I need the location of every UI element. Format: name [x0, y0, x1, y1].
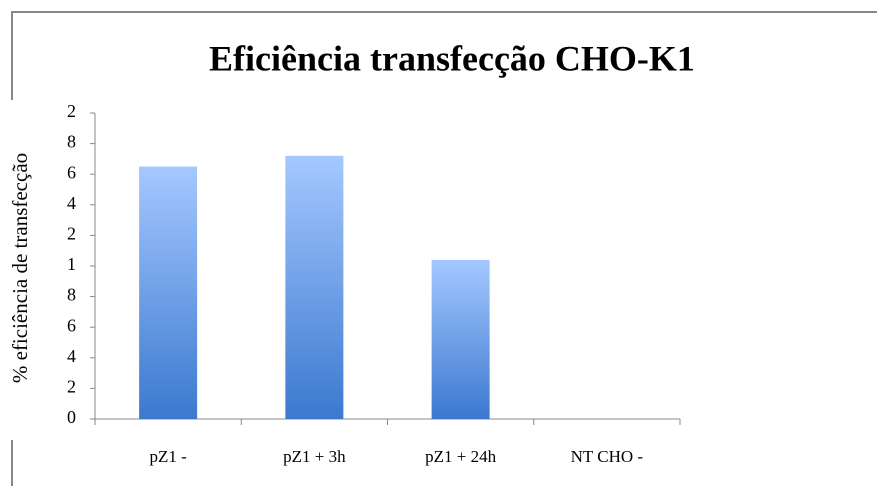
frame: [11, 11, 877, 100]
x-tick-label: pZ1 -: [149, 447, 187, 466]
y-tick-label: 2: [67, 377, 76, 397]
y-tick-label: 2: [67, 224, 76, 244]
x-tick-label: pZ1 + 3h: [283, 447, 346, 466]
chart-title: Eficiência transfecção CHO-K1: [209, 38, 695, 78]
y-tick-label: 8: [67, 285, 76, 305]
bar: [431, 259, 490, 419]
x-tick-label: NT CHO -: [571, 447, 644, 466]
x-tick-label: pZ1 + 24h: [425, 447, 496, 466]
y-tick-label: 8: [67, 132, 76, 152]
y-tick-label: 6: [67, 162, 76, 182]
y-tick-label: 6: [67, 315, 76, 335]
y-tick-label: 4: [67, 193, 76, 213]
y-axis-label: % eficiência de transfecção: [8, 153, 32, 383]
y-tick-label: 1: [67, 254, 76, 274]
y-tick-label: 2: [67, 101, 76, 121]
y-tick-label: 4: [67, 346, 76, 366]
bar: [285, 155, 344, 419]
bar: [139, 166, 198, 419]
y-tick-label: 0: [67, 407, 76, 427]
